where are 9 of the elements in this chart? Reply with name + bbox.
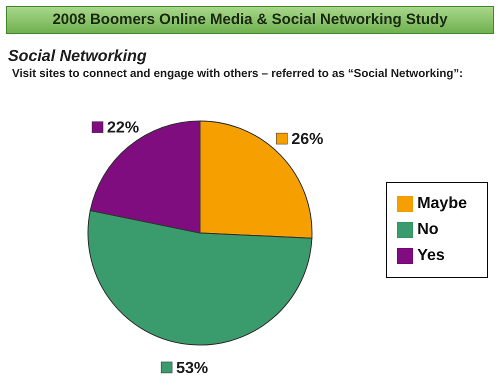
chart-title: 2008 Boomers Online Media & Social Networking Study bbox=[6, 6, 494, 34]
data-label: 26% bbox=[291, 131, 324, 148]
chart-subtitle: Social Networking bbox=[8, 48, 148, 66]
data-label: 22% bbox=[107, 120, 140, 137]
legend-label: Yes bbox=[417, 247, 445, 264]
legend-label: No bbox=[417, 221, 439, 238]
data-label: 53% bbox=[176, 360, 208, 377]
legend-label: Maybe bbox=[417, 195, 467, 212]
text: Visit sites to connect and engage with others – referred to as “Social Networking”: bbox=[12, 68, 464, 80]
